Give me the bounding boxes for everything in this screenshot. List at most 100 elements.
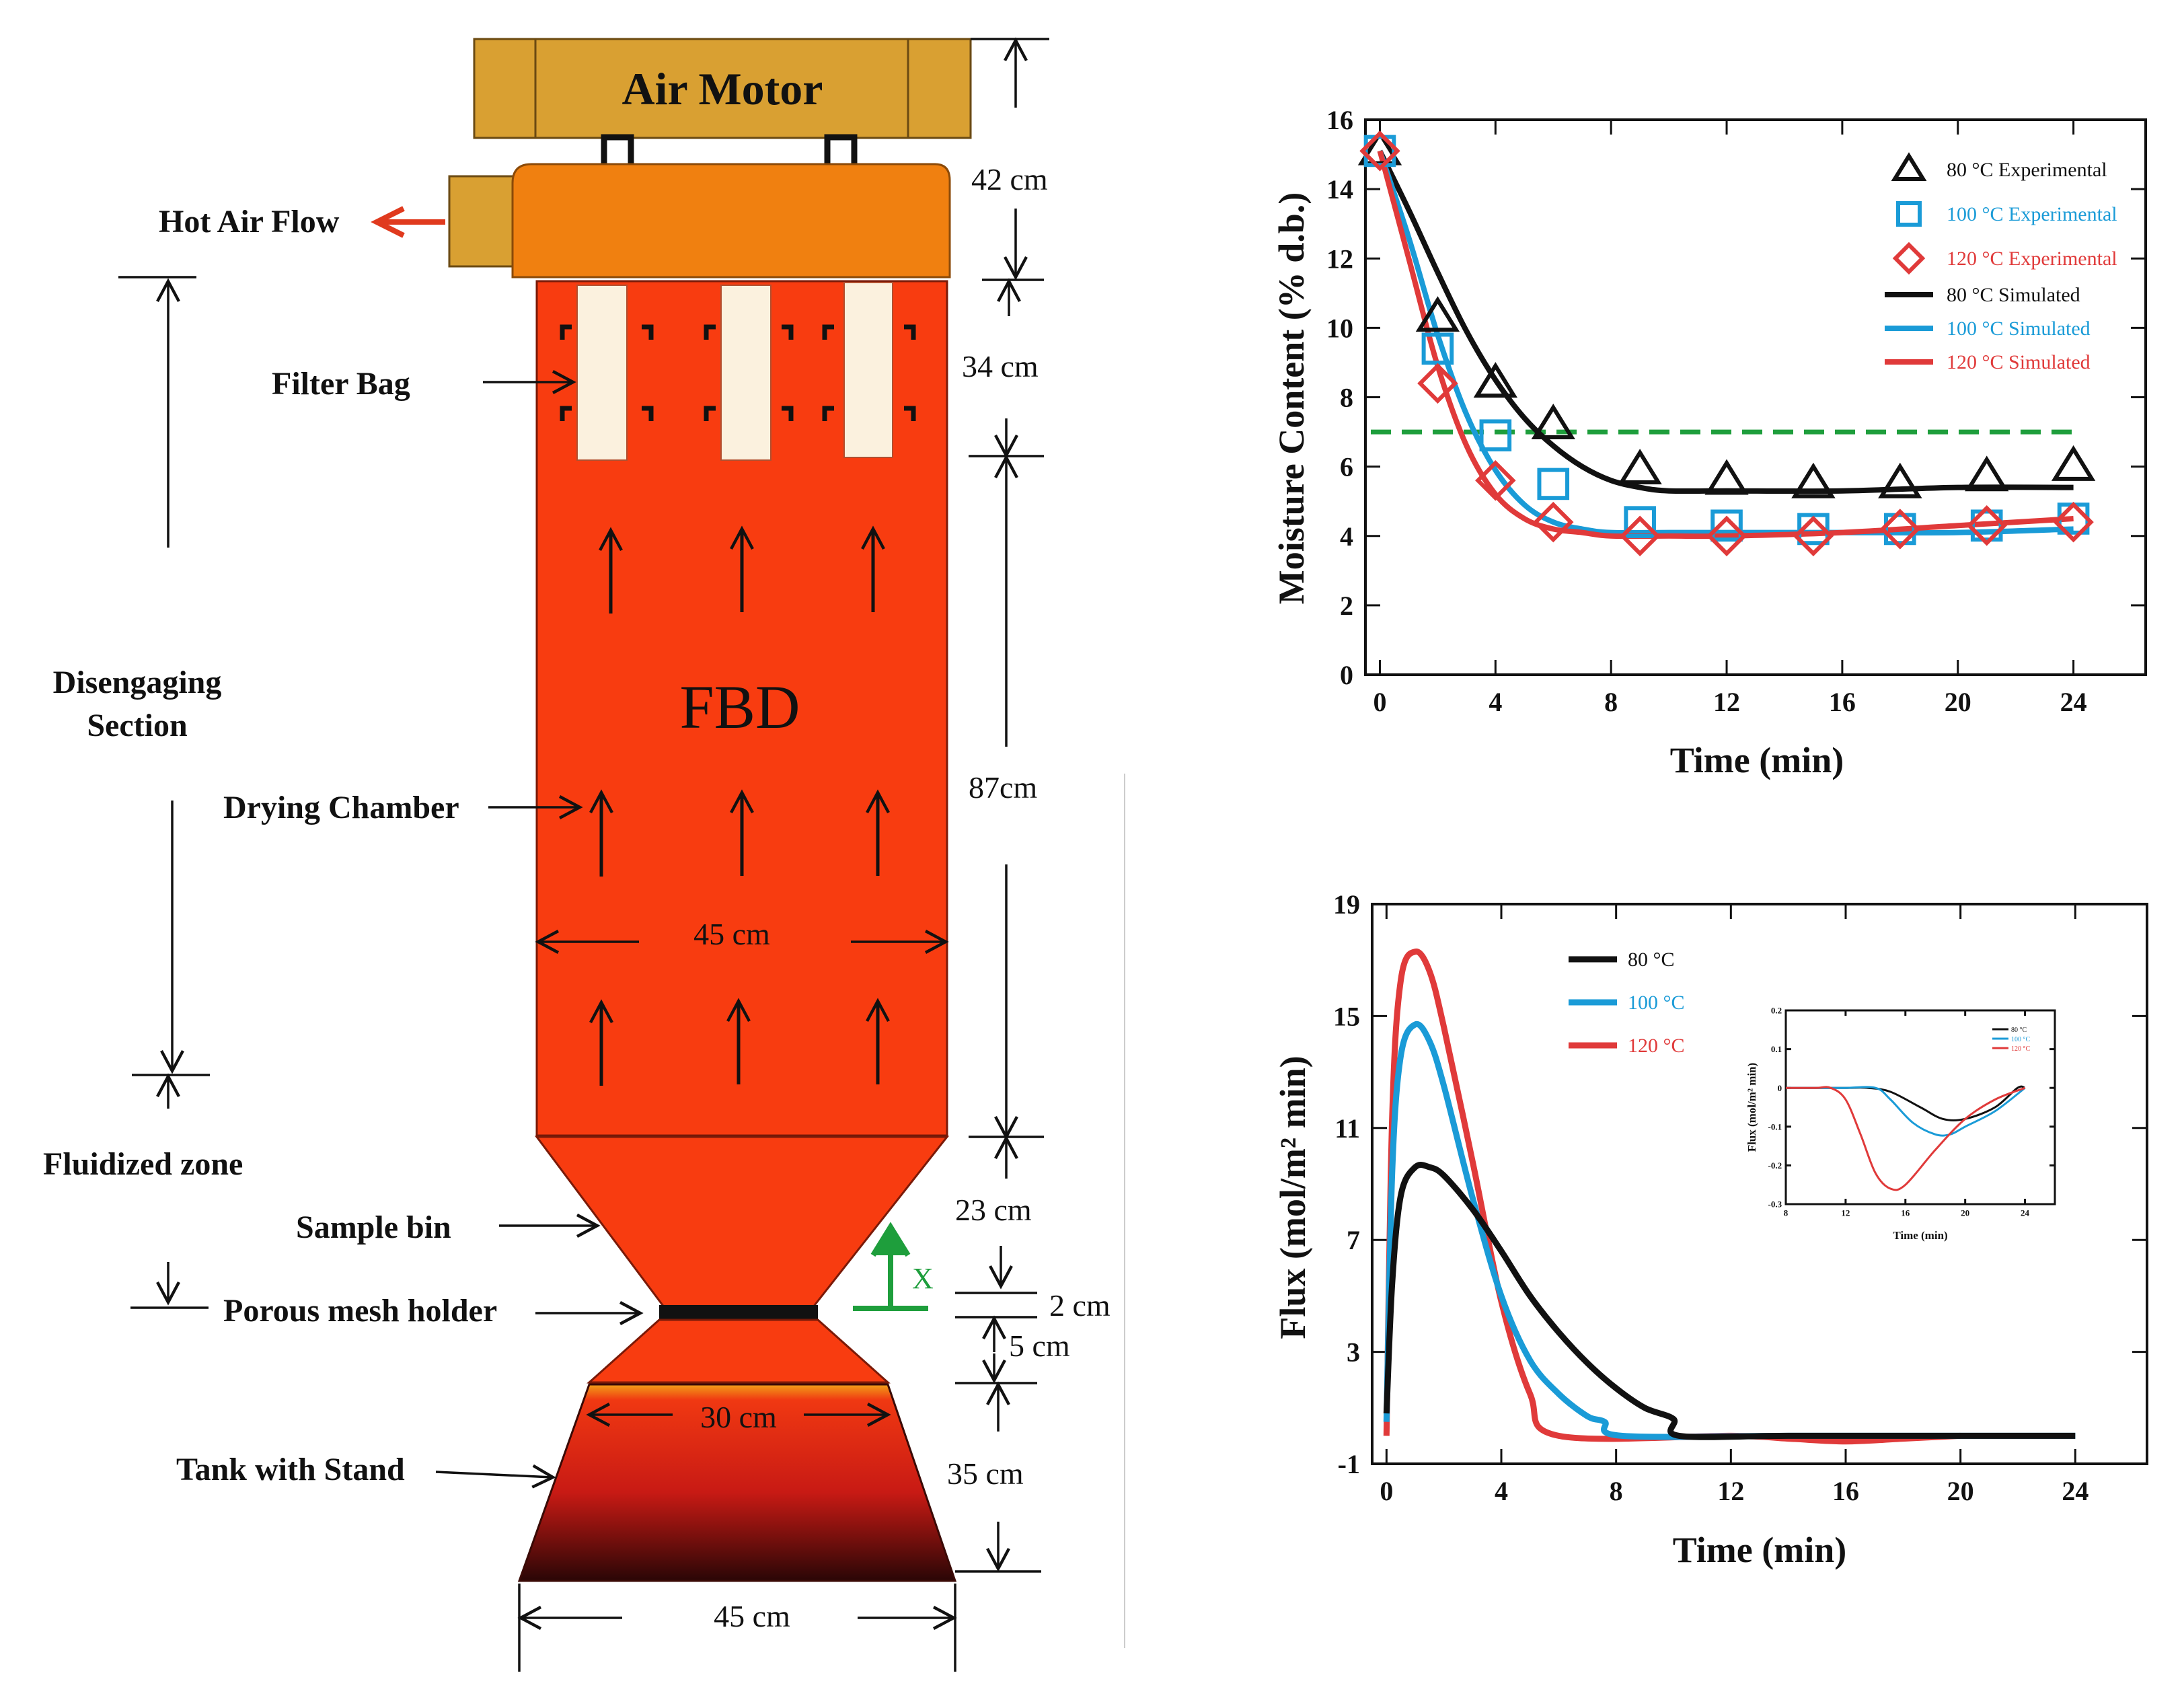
- chart2-ytick-label: 11: [1334, 1113, 1360, 1144]
- inset-ytick-label: 0.2: [1771, 1006, 1782, 1016]
- data-point-diamond: [1475, 460, 1516, 501]
- chart1-xtick-label: 4: [1489, 687, 1502, 717]
- plenum: [587, 1319, 891, 1384]
- legend-label: 120 °C Experimental: [1947, 248, 2117, 270]
- legend-marker: [1896, 201, 1922, 227]
- fbd-schematic: Air Motor Hot Air Flow: [43, 37, 1125, 1672]
- disengaging-label-2: Section: [87, 708, 187, 743]
- data-point-square: [1537, 468, 1570, 500]
- inset-ytick-label: 0.1: [1771, 1044, 1782, 1054]
- inset-ylabel: Flux (mol/m² min): [1745, 1063, 1758, 1152]
- disengaging-label-1: Disengaging: [53, 665, 222, 700]
- legend-label: 120 °C Simulated: [1947, 351, 2091, 373]
- chart1-xtick-label: 12: [1713, 687, 1740, 717]
- hot-air-outlet: [448, 175, 518, 268]
- chart2-xtick-label: 12: [1717, 1476, 1744, 1506]
- legend-label: 80 °C: [1628, 949, 1675, 971]
- data-point-triangle: [1531, 404, 1575, 439]
- inset-ytick-label: 0: [1778, 1083, 1782, 1093]
- filter-clips: [560, 324, 916, 421]
- data-point-diamond: [1793, 515, 1834, 556]
- inset-xtick-label: 24: [2021, 1208, 2030, 1218]
- filter-bag-label: Filter Bag: [272, 366, 410, 402]
- inset-legend-label: 100 °C: [2011, 1036, 2030, 1043]
- chart1-xtick-label: 16: [1829, 687, 1856, 717]
- data-point-diamond: [2053, 501, 2094, 543]
- data-point-triangle: [1415, 296, 1460, 332]
- data-point-diamond: [1619, 515, 1661, 556]
- inset-legend: 80 °C 100 °C 120 °C: [1992, 1027, 2030, 1053]
- chart1-xtick-label: 0: [1373, 687, 1386, 717]
- data-point-triangle: [1965, 455, 2009, 492]
- dim-35-label: 35 cm: [947, 1456, 1024, 1491]
- data-point-square: [1970, 509, 2003, 542]
- dim-45-bottom: [517, 1584, 957, 1672]
- data-point-diamond: [1966, 505, 2007, 546]
- filter-bag-3: [843, 282, 893, 458]
- chart2-xlabel: Time (min): [1673, 1530, 1846, 1570]
- data-point-diamond: [1417, 363, 1458, 404]
- data-point-square: [1884, 513, 1916, 546]
- air-motor-label: Air Motor: [622, 63, 823, 114]
- chart1-legend: 80 °C Experimental 100 °C Experimental 120…: [1885, 152, 2117, 373]
- fluidized-zone-label: Fluidized zone: [43, 1146, 243, 1182]
- data-point-triangle: [1704, 459, 1749, 495]
- inset-xtick-label: 12: [1841, 1208, 1850, 1218]
- legend-label: 80 °C Simulated: [1947, 284, 2080, 306]
- legend-marker: [1891, 152, 1927, 181]
- sample-bin-label: Sample bin: [296, 1210, 451, 1245]
- data-point-triangle: [1791, 462, 1836, 498]
- filter-bag-2: [720, 285, 772, 461]
- legend-label: 120 °C: [1628, 1035, 1685, 1057]
- data-point-diamond: [1359, 131, 1400, 172]
- air-motor-box: [473, 38, 972, 139]
- dim-23-label: 23 cm: [955, 1193, 1032, 1227]
- series-line: [1383, 1161, 2076, 1440]
- chart1-ytick-label: 10: [1326, 313, 1353, 343]
- chart2-xtick-label: 8: [1610, 1476, 1623, 1506]
- data-point-square: [1797, 513, 1830, 546]
- flux-inset-chart: 8 12 16 20 24-0.3-0.2-0.100.10.2 Time (min) …: [1745, 1006, 2056, 1242]
- sample-bin: [535, 1136, 950, 1309]
- inset-ytick-label: -0.1: [1768, 1121, 1782, 1131]
- chart2-xtick-label: 24: [2062, 1476, 2089, 1506]
- data-point-diamond: [1879, 509, 1921, 550]
- dim-30-label: 30 cm: [700, 1400, 777, 1434]
- tank-stand-label: Tank with Stand: [176, 1452, 405, 1487]
- dim-2-label: 2 cm: [1049, 1288, 1111, 1323]
- dim-right: [955, 37, 1125, 1648]
- chart1-ytick-label: 14: [1326, 174, 1353, 205]
- dim-45-mid-label: 45 cm: [693, 917, 770, 951]
- chart1-ytick-label: 0: [1340, 660, 1353, 690]
- chart1-xtick-label: 8: [1604, 687, 1618, 717]
- inset-xlabel: Time (min): [1893, 1229, 1947, 1242]
- chart1-ytick-label: 2: [1340, 591, 1353, 621]
- flux-chart: 0 4 8 12 16 20 24 -1 3 7 11 15 19 Time (min) Flux (m…: [1273, 889, 2148, 1570]
- inset-ytick-label: -0.2: [1768, 1160, 1782, 1171]
- dim-5-label: 5 cm: [1009, 1329, 1070, 1363]
- legend-label: 100 °C Experimental: [1947, 203, 2117, 225]
- inset-legend-label: 80 °C: [2011, 1027, 2027, 1034]
- chart1-ylabel: Moisture Content (% d.b.): [1271, 192, 1312, 604]
- inset-series-line: [1786, 1086, 2026, 1137]
- inset-xtick-label: 20: [1961, 1208, 1969, 1218]
- series-line: [1377, 150, 2074, 540]
- porous-mesh-holder: [659, 1305, 818, 1320]
- chart1-ytick-label: 6: [1340, 452, 1353, 482]
- data-point-square: [1710, 509, 1743, 542]
- hot-air-flow-label: Hot Air Flow: [159, 204, 340, 239]
- tank-with-stand: [517, 1383, 957, 1582]
- porous-mesh-label: Porous mesh holder: [223, 1293, 497, 1329]
- chart1-xtick-label: 24: [2060, 687, 2087, 717]
- x-axis-arrow: [853, 1222, 928, 1311]
- disengaging-bracket: [118, 276, 210, 1309]
- data-point-square: [1421, 332, 1454, 365]
- chart2-xtick-label: 16: [1832, 1476, 1859, 1506]
- data-point-triangle: [1473, 362, 1518, 398]
- inset-ytick-label: -0.3: [1768, 1199, 1782, 1210]
- legend-label: 100 °C Simulated: [1947, 318, 2091, 340]
- chart2-xtick-label: 0: [1380, 1476, 1393, 1506]
- fbd-label: FBD: [680, 673, 800, 741]
- chart2-ylabel: Flux (mol/m² min): [1273, 1055, 1313, 1339]
